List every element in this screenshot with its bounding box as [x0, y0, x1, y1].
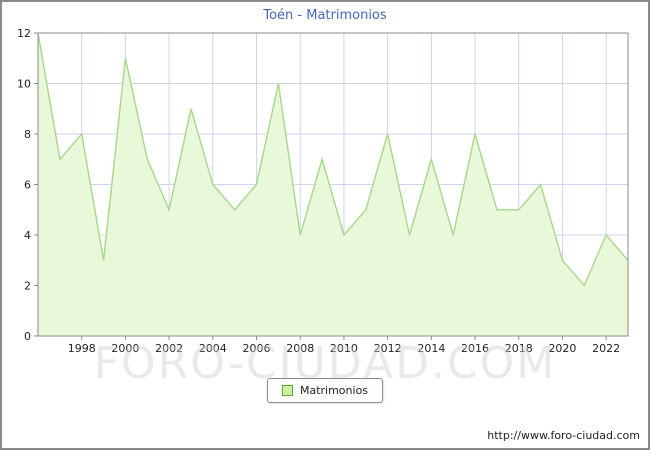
svg-text:2004: 2004 — [199, 342, 227, 355]
svg-text:2008: 2008 — [286, 342, 314, 355]
svg-text:2002: 2002 — [155, 342, 183, 355]
svg-text:2012: 2012 — [374, 342, 402, 355]
svg-text:0: 0 — [24, 330, 31, 343]
svg-text:4: 4 — [24, 229, 31, 242]
svg-text:2020: 2020 — [548, 342, 576, 355]
svg-text:2010: 2010 — [330, 342, 358, 355]
svg-text:6: 6 — [24, 179, 31, 192]
svg-text:2022: 2022 — [592, 342, 620, 355]
svg-text:10: 10 — [17, 78, 31, 91]
legend-swatch — [281, 385, 293, 396]
svg-text:2006: 2006 — [243, 342, 271, 355]
legend-label: Matrimonios — [299, 384, 369, 397]
svg-text:2014: 2014 — [417, 342, 445, 355]
svg-text:1998: 1998 — [68, 342, 96, 355]
svg-text:2018: 2018 — [505, 342, 533, 355]
chart-title: Toén - Matrimonios — [263, 8, 387, 23]
legend: Matrimonios — [266, 378, 384, 403]
svg-text:2: 2 — [24, 280, 31, 293]
svg-text:12: 12 — [17, 27, 31, 40]
svg-text:2000: 2000 — [111, 342, 139, 355]
svg-text:2016: 2016 — [461, 342, 489, 355]
footer-link[interactable]: http://www.foro-ciudad.com — [487, 429, 640, 442]
svg-text:8: 8 — [24, 128, 31, 141]
